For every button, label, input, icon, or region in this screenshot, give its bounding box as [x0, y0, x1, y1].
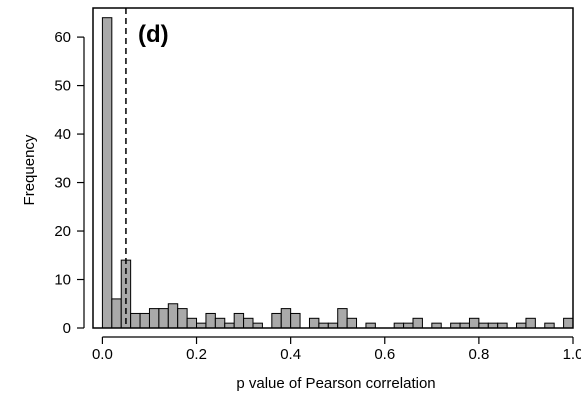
- y-tick-label: 30: [54, 175, 71, 192]
- histogram-bar: [205, 312, 216, 329]
- y-tick-label: 40: [54, 126, 71, 143]
- histogram-bar: [308, 317, 320, 329]
- histogram-bar: [158, 308, 169, 329]
- histogram-bar: [167, 303, 179, 329]
- histogram-bar: [233, 312, 245, 329]
- histogram-bar: [346, 317, 358, 329]
- y-tick-label: 10: [54, 272, 71, 289]
- histogram-bar: [563, 317, 574, 329]
- histogram-bar: [214, 317, 226, 329]
- histogram-bar: [468, 317, 480, 329]
- histogram-bar: [139, 312, 150, 329]
- histogram-bars: [101, 17, 574, 329]
- x-tick-label: 0.6: [374, 346, 395, 363]
- x-tick-label: 0.8: [468, 346, 489, 363]
- y-tick-label: 20: [54, 223, 71, 240]
- x-tick-label: 0.0: [92, 346, 113, 363]
- histogram-bar: [243, 317, 254, 329]
- histogram-bar: [130, 312, 141, 329]
- histogram-bar: [271, 312, 282, 329]
- y-tick-label: 60: [54, 29, 71, 46]
- x-axis: 0.0 0.2 0.4 0.6 0.8 1.0: [92, 336, 581, 363]
- x-tick-label: 0.2: [186, 346, 207, 363]
- x-axis-label: p value of Pearson correlation: [236, 375, 435, 392]
- histogram-bar: [186, 317, 198, 329]
- plot-frame: [92, 7, 574, 329]
- y-axis: 0 10 20 30 40 50 60: [54, 29, 85, 337]
- histogram-bar: [525, 317, 536, 329]
- panel-label: (d): [138, 21, 169, 48]
- histogram-bar: [101, 17, 113, 329]
- y-tick-label: 50: [54, 78, 71, 95]
- y-axis-label: Frequency: [21, 134, 38, 205]
- x-tick-label: 0.4: [280, 346, 301, 363]
- histogram-bar: [177, 308, 188, 329]
- histogram-bar: [280, 308, 292, 329]
- histogram-bar: [412, 317, 423, 329]
- histogram-bar: [148, 308, 160, 329]
- histogram-bar: [337, 308, 348, 329]
- histogram-bar: [111, 298, 122, 329]
- x-tick-label: 1.0: [563, 346, 581, 363]
- y-tick-label: 0: [63, 320, 71, 337]
- histogram-bar: [290, 312, 301, 329]
